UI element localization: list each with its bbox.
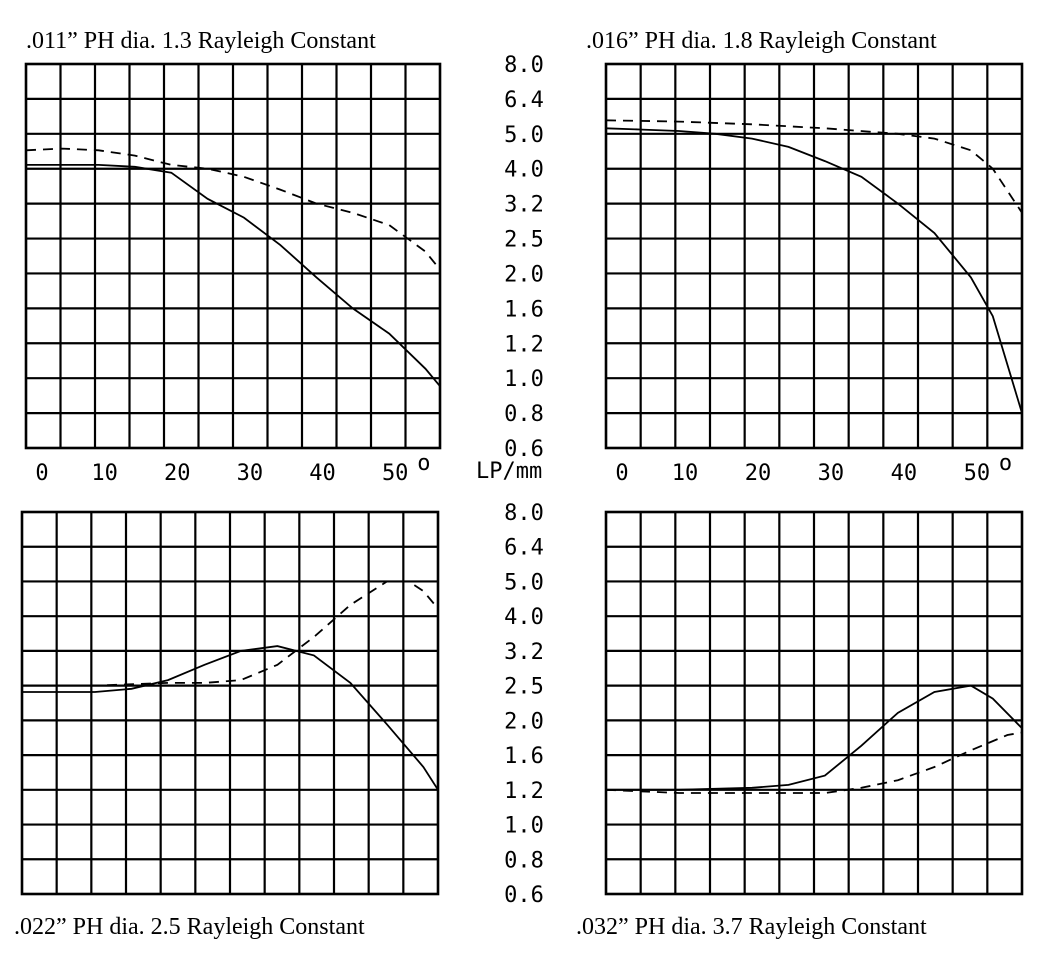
- y-axis-unit-label: LP/mm: [476, 459, 542, 484]
- y-tick-label: 0.6: [504, 883, 544, 908]
- solid-series-line: [605, 127, 1023, 414]
- y-tick-label: 4.0: [504, 158, 544, 183]
- plot-frame: [604, 510, 1024, 896]
- x-tick-label: 40: [309, 461, 336, 486]
- x-tick-label: 40: [891, 461, 918, 486]
- panel-2-title: .016” PH dia. 1.8 Rayleigh Constant: [586, 28, 937, 54]
- y-tick-labels-top: 8.0 6.4 5.0 4.0 3.2 2.5 2.0 1.6 1.2 1.0 0.8 0.6: [504, 53, 544, 462]
- degree-symbol: o: [417, 451, 430, 476]
- panel-3-chart: [20, 510, 440, 896]
- x-tick-label: 0: [615, 461, 628, 486]
- solid-series-line: [26, 164, 441, 387]
- y-tick-label: 1.2: [504, 779, 544, 804]
- y-tick-label: 0.8: [504, 848, 544, 873]
- x-tick-label: 20: [164, 461, 191, 486]
- y-tick-label: 0.6: [504, 437, 544, 462]
- solid-series-line: [606, 684, 1023, 791]
- y-tick-label: 1.6: [504, 744, 544, 769]
- panel-1-title: .011” PH dia. 1.3 Rayleigh Constant: [26, 28, 376, 54]
- x-tick-label: 10: [91, 461, 118, 486]
- x-tick-label: 50: [382, 461, 409, 486]
- x-tick-label: 30: [237, 461, 264, 486]
- y-tick-label: 0.8: [504, 402, 544, 427]
- y-tick-label: 5.0: [504, 571, 544, 596]
- plot-frame: [20, 510, 440, 896]
- x-tick-label: 50: [964, 461, 991, 486]
- dashed-series-line: [25, 147, 441, 271]
- y-tick-label: 1.0: [504, 814, 544, 839]
- degree-symbol: o: [999, 451, 1012, 476]
- panel-4-chart: [604, 510, 1024, 896]
- y-tick-label: 1.6: [504, 297, 544, 322]
- panel-1-chart: [24, 62, 442, 450]
- y-tick-labels-bottom: 8.0 6.4 5.0 4.0 3.2 2.5 2.0 1.6 1.2 1.0 0.8 0.6: [504, 501, 544, 908]
- plot-frame: [604, 62, 1024, 450]
- y-tick-label: 2.5: [504, 675, 544, 700]
- y-tick-label: 8.0: [504, 501, 544, 526]
- y-tick-label: 6.4: [504, 536, 544, 561]
- solid-series-line: [22, 645, 439, 791]
- panel-2-chart: [604, 62, 1024, 450]
- panel-3-title: .022” PH dia. 2.5 Rayleigh Constant: [14, 914, 365, 940]
- x-tick-label: 20: [745, 461, 772, 486]
- x-tick-label: 0: [35, 461, 48, 486]
- x-tick-labels-panel-2: 0 10 20 30 40 50 o: [615, 451, 1012, 486]
- x-tick-label: 10: [672, 461, 699, 486]
- y-tick-label: 3.2: [504, 193, 544, 218]
- y-tick-label: 8.0: [504, 53, 544, 78]
- y-tick-label: 3.2: [504, 640, 544, 665]
- y-tick-label: 2.5: [504, 228, 544, 253]
- y-tick-label: 4.0: [504, 605, 544, 630]
- plot-frame: [24, 62, 442, 450]
- panel-4-title: .032” PH dia. 3.7 Rayleigh Constant: [576, 914, 927, 940]
- x-tick-labels-panel-1: 0 10 20 30 40 50 o: [35, 451, 430, 486]
- y-tick-label: 6.4: [504, 88, 544, 113]
- y-tick-label: 1.2: [504, 332, 544, 357]
- y-tick-label: 2.0: [504, 709, 544, 734]
- y-tick-label: 2.0: [504, 263, 544, 288]
- y-tick-label: 1.0: [504, 367, 544, 392]
- dashed-series-line: [605, 119, 1023, 214]
- dashed-series-line: [22, 580, 439, 687]
- x-tick-label: 30: [818, 461, 845, 486]
- y-tick-label: 5.0: [504, 123, 544, 148]
- dashed-series-line: [605, 731, 1023, 794]
